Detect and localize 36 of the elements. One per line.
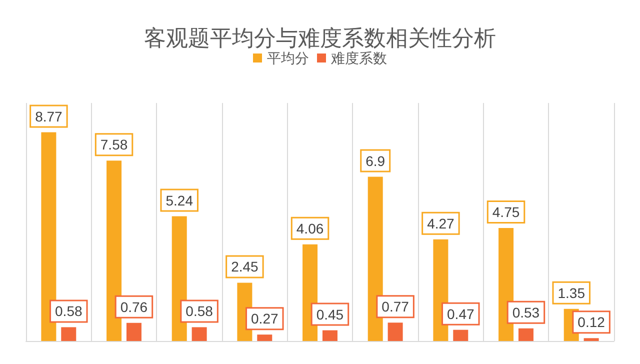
legend-label: 平均分	[267, 50, 309, 66]
bar	[518, 328, 534, 341]
data-label: 0.47	[447, 306, 474, 322]
data-label: 0.12	[578, 314, 606, 330]
data-label: 0.45	[316, 306, 344, 322]
bar	[453, 330, 468, 341]
bar	[322, 330, 338, 341]
data-label: 8.77	[35, 108, 63, 124]
bar	[433, 239, 448, 341]
data-label: 2.45	[231, 258, 259, 275]
bar	[498, 228, 514, 341]
bar	[41, 132, 56, 341]
data-label: 7.58	[100, 136, 128, 153]
data-label: 0.76	[120, 298, 148, 315]
data-label: 0.77	[382, 298, 410, 315]
data-label: 0.53	[512, 304, 540, 320]
bar	[257, 334, 272, 341]
bar	[126, 322, 142, 341]
chart-title: 客观题平均分与难度系数相关性分析	[144, 26, 496, 50]
bar	[368, 176, 383, 341]
data-label: 5.24	[166, 192, 194, 208]
data-label: 0.27	[251, 310, 278, 327]
bar	[61, 327, 76, 341]
bar	[192, 327, 207, 341]
data-label: 4.75	[492, 204, 520, 220]
data-label: 6.9	[366, 152, 386, 169]
bar	[388, 322, 403, 341]
data-label: 0.58	[186, 303, 214, 320]
bar	[106, 160, 122, 341]
data-label: 0.58	[55, 303, 82, 320]
data-label: 1.35	[558, 284, 586, 301]
bar	[172, 216, 187, 341]
legend-label: 难度系数	[330, 50, 387, 66]
data-label: 4.27	[427, 215, 455, 232]
bar	[584, 338, 599, 341]
data-label: 4.06	[296, 220, 324, 236]
